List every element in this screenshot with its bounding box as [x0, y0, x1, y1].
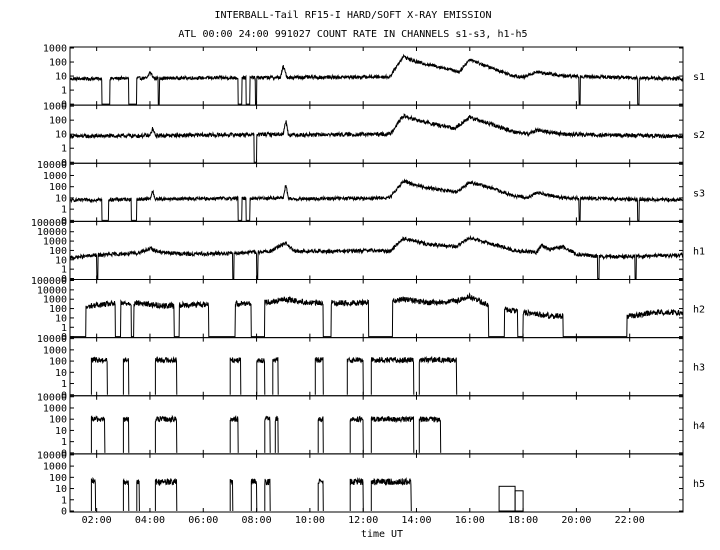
panel-label-s2: s2: [693, 130, 705, 141]
y-tick-label-s2: 10: [55, 130, 67, 141]
y-tick-label-h1: 0: [61, 274, 67, 285]
y-tick-label-h4: 1000: [43, 403, 67, 414]
y-tick-label-h2: 10: [55, 313, 67, 324]
y-tick-label-s3: 10: [55, 193, 67, 204]
y-tick-label-h3: 1: [61, 379, 67, 390]
y-tick-label-s3: 0: [61, 216, 67, 227]
series-box-h5: [514, 490, 524, 512]
panel-label-s3: s3: [693, 188, 705, 199]
x-tick-label: 20:00: [561, 515, 591, 526]
y-tick-label-h5: 100: [49, 473, 67, 484]
panel-frame-h4: [69, 395, 684, 455]
x-tick-label: 12:00: [348, 515, 378, 526]
y-tick-label-s1: 1000: [43, 44, 67, 55]
y-tick-label-s2: 1: [61, 144, 67, 155]
series-line-h2: [70, 292, 684, 338]
y-tick-label-s3: 10000: [37, 160, 67, 171]
y-tick-label-h3: 100: [49, 357, 67, 368]
y-tick-label-h1: 1: [61, 265, 67, 276]
x-tick-label: 04:00: [135, 515, 165, 526]
y-tick-label-h4: 10: [55, 426, 67, 437]
series-line-h5: [90, 476, 412, 512]
y-tick-label-h2: 1000: [43, 295, 67, 306]
y-tick-label-h3: 1000: [43, 345, 67, 356]
y-tick-label-h5: 0: [61, 507, 67, 518]
y-tick-label-h5: 10000: [37, 450, 67, 461]
x-tick-label: 02:00: [82, 515, 112, 526]
x-axis-label: time UT: [361, 529, 403, 540]
y-tick-label-h5: 10: [55, 484, 67, 495]
series-line-s2: [69, 112, 684, 163]
y-tick-label-h1: 10: [55, 255, 67, 266]
y-tick-label-s2: 100: [49, 116, 67, 127]
x-tick-label: 18:00: [508, 515, 538, 526]
x-tick-label: 08:00: [242, 515, 272, 526]
panel-label-h4: h4: [693, 421, 705, 432]
y-tick-label-h2: 0: [61, 332, 67, 343]
x-axis: 02:00 04:00 06:00 08:00 10:00 12:00 14:00 16:00…: [82, 515, 645, 526]
chart-title: INTERBALL-Tail RF15-I HARD/SOFT X-RAY EM…: [215, 10, 492, 21]
panel-label-h1: h1: [693, 246, 705, 257]
x-tick-label: 16:00: [455, 515, 485, 526]
y-tick-label-s3: 1: [61, 205, 67, 216]
y-tick-label-h4: 10000: [37, 392, 67, 403]
x-tick-label: 22:00: [615, 515, 645, 526]
y-tick-label-s3: 1000: [43, 171, 67, 182]
y-tick-label-h4: 1: [61, 437, 67, 448]
y-tick-label-h4: 100: [49, 415, 67, 426]
y-tick-label-h2: 1: [61, 323, 67, 334]
y-tick-label-h1: 100000: [31, 218, 67, 229]
series-line-s1: [69, 53, 684, 105]
y-tick-label-h3: 0: [61, 390, 67, 401]
x-tick-label: 14:00: [401, 515, 431, 526]
panel-frame-h3: [69, 337, 684, 397]
panel-label-h5: h5: [693, 479, 705, 490]
y-tick-label-s2: 0: [61, 158, 67, 169]
series-line-h3: [90, 355, 458, 395]
y-tick-label-h4: 0: [61, 448, 67, 459]
y-tick-label-h3: 10000: [37, 334, 67, 345]
y-tick-label-s1: 100: [49, 58, 67, 69]
panel-frame-h5: [69, 453, 684, 513]
panel-frame-h2: [69, 279, 684, 339]
y-tick-label-h2: 10000: [37, 285, 67, 296]
y-tick-label-s1: 10: [55, 72, 67, 83]
y-tick-label-h2: 100000: [31, 276, 67, 287]
chart-subtitle: ATL 00:00 24:00 991027 COUNT RATE IN CHA…: [178, 29, 527, 40]
y-tick-label-h1: 1000: [43, 237, 67, 248]
y-tick-label-h2: 100: [49, 304, 67, 315]
y-tick-label-h3: 10: [55, 368, 67, 379]
y-tick-label-s1: 0: [61, 100, 67, 111]
y-tick-label-s1: 1: [61, 86, 67, 97]
panel-label-h2: h2: [693, 305, 705, 316]
series-line-h4: [90, 414, 442, 453]
x-tick-label: 06:00: [188, 515, 218, 526]
panel-frame-s3: [69, 162, 684, 222]
y-tick-label-s2: 1000: [43, 102, 67, 113]
x-tick-label: 10:00: [295, 515, 325, 526]
series-line-s3: [69, 178, 684, 221]
y-tick-label-h5: 1000: [43, 462, 67, 473]
panel-label-s1: s1: [693, 72, 705, 83]
y-tick-label-s3: 100: [49, 182, 67, 193]
series-box-h5: [498, 485, 516, 512]
y-tick-label-h1: 10000: [37, 227, 67, 238]
panels: 10001001010s110001001010s210000100010010…: [31, 44, 705, 518]
series-line-h1: [69, 234, 684, 279]
y-tick-label-h5: 1: [61, 495, 67, 506]
panel-label-h3: h3: [693, 363, 705, 374]
y-tick-label-h1: 100: [49, 246, 67, 257]
